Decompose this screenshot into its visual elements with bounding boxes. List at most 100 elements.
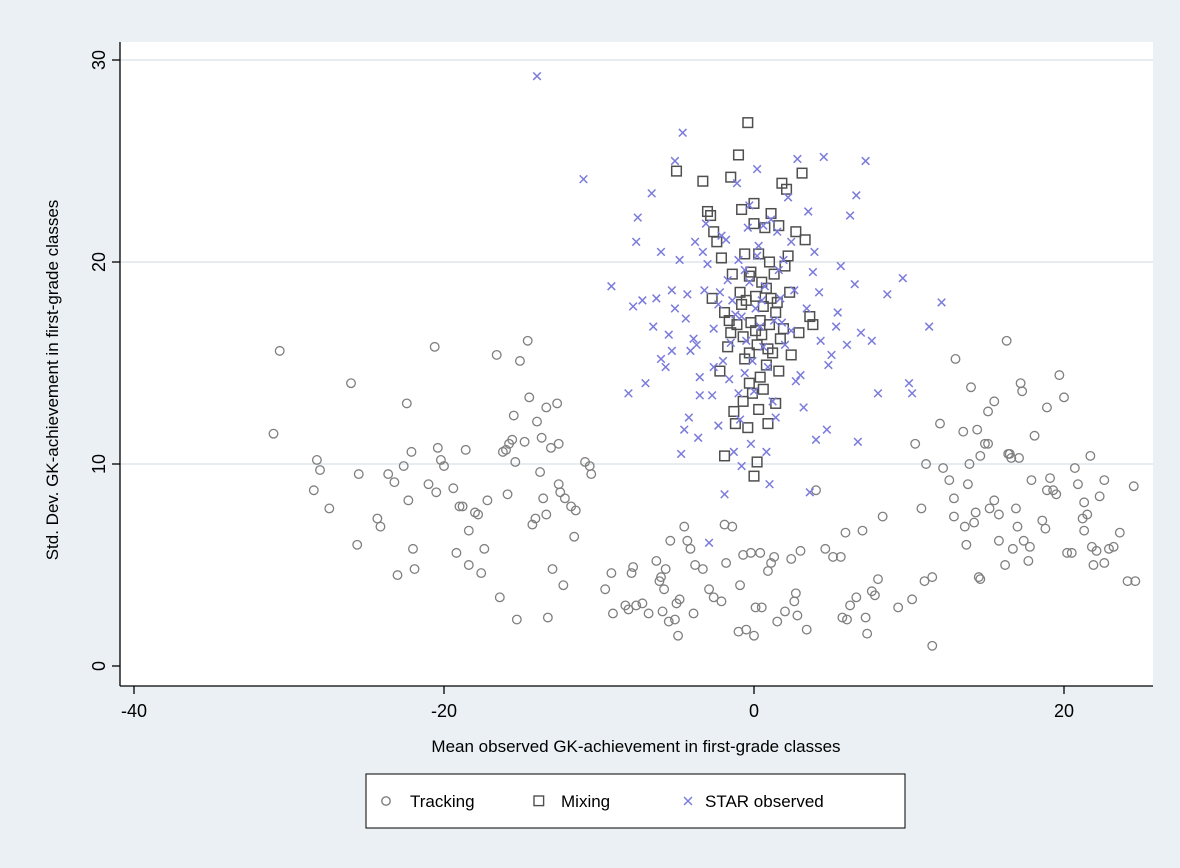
point-tracking <box>352 539 363 550</box>
point-tracking <box>786 553 797 564</box>
x-tick-label: 0 <box>749 701 759 721</box>
point-tracking <box>750 602 761 613</box>
legend-star-marker <box>683 796 693 806</box>
point-mixing <box>736 203 748 216</box>
point-star-observed <box>727 296 737 305</box>
point-tracking <box>1072 479 1083 490</box>
point-tracking <box>697 564 708 574</box>
point-tracking <box>927 640 938 651</box>
point-star-observed <box>765 479 774 489</box>
point-tracking <box>980 438 990 449</box>
point-tracking <box>501 444 511 455</box>
point-tracking <box>541 509 552 520</box>
point-tracking <box>497 446 508 457</box>
point-tracking <box>324 503 335 514</box>
point-tracking <box>482 495 493 506</box>
point-star-observed <box>692 340 701 350</box>
point-star-observed <box>675 255 684 265</box>
point-star-observed <box>904 378 914 388</box>
point-tracking <box>463 525 474 536</box>
point-star-observed <box>726 338 736 348</box>
point-star-observed <box>709 324 719 333</box>
point-mixing <box>785 349 797 361</box>
point-tracking <box>515 356 525 366</box>
point-tracking <box>907 594 918 605</box>
point-tracking <box>735 580 746 591</box>
point-star-observed <box>656 354 666 364</box>
point-tracking <box>769 551 780 562</box>
point-star-observed <box>717 231 726 241</box>
point-tracking <box>935 418 945 429</box>
point-tracking <box>772 616 783 627</box>
point-mixing <box>746 387 759 399</box>
point-tracking <box>659 584 670 595</box>
point-tracking <box>346 378 356 389</box>
point-tracking <box>1012 521 1023 532</box>
point-star-observed <box>681 314 691 323</box>
point-star-observed <box>748 356 757 366</box>
point-tracking <box>353 469 364 480</box>
point-tracking <box>519 436 530 447</box>
point-tracking <box>553 438 564 449</box>
point-star-observed <box>679 425 689 434</box>
x-axis-ticks: -40 -20 0 20 <box>121 686 1074 721</box>
point-tracking <box>665 535 676 546</box>
point-star-observed <box>735 415 745 424</box>
point-star-observed <box>714 421 723 430</box>
point-mixing <box>743 270 755 282</box>
point-tracking <box>457 501 468 512</box>
point-star-observed <box>786 326 796 336</box>
point-tracking <box>502 489 513 500</box>
point-tracking <box>524 392 535 403</box>
point-tracking <box>685 543 696 554</box>
y-tick-label: 0 <box>89 661 109 671</box>
point-tracking <box>532 416 542 427</box>
point-star-observed <box>755 322 765 331</box>
point-star-observed <box>772 227 782 237</box>
point-tracking <box>727 521 738 532</box>
point-star-observed <box>786 237 796 247</box>
point-tracking <box>643 608 654 619</box>
point-star-observed <box>758 221 768 230</box>
point-tracking <box>511 614 522 625</box>
point-star-observed <box>760 281 770 291</box>
point-tracking <box>962 479 973 490</box>
point-star-observed <box>652 294 661 303</box>
point-star-observed <box>851 191 861 200</box>
point-tracking <box>569 531 580 542</box>
point-tracking <box>842 614 852 625</box>
point-tracking <box>308 485 319 496</box>
point-star-observed <box>707 390 717 400</box>
point-tracking <box>1091 545 1102 556</box>
point-mixing <box>756 329 768 341</box>
point-star-observed <box>700 285 709 295</box>
point-tracking <box>476 568 487 579</box>
point-tracking <box>845 600 856 611</box>
point-mixing <box>765 207 777 220</box>
point-tracking <box>510 457 521 467</box>
point-tracking <box>969 517 980 528</box>
point-star-observed <box>749 386 759 396</box>
point-star-observed <box>819 152 829 162</box>
point-tracking <box>708 592 719 603</box>
point-tracking <box>1079 525 1090 536</box>
point-tracking <box>463 560 474 570</box>
point-mixing <box>734 286 746 298</box>
point-star-observed <box>731 310 740 319</box>
point-tracking <box>975 574 986 585</box>
point-tracking <box>1018 535 1029 546</box>
point-star-observed <box>689 334 698 344</box>
point-star-observed <box>853 437 863 447</box>
point-tracking <box>403 495 414 506</box>
point-tracking <box>311 455 322 465</box>
point-star-observed <box>667 346 677 356</box>
point-tracking <box>966 382 976 393</box>
point-tracking <box>973 572 984 583</box>
point-mixing <box>715 252 728 264</box>
point-tracking <box>547 564 558 574</box>
point-tracking <box>1054 370 1065 381</box>
point-star-observed <box>638 296 647 305</box>
point-mixing <box>796 167 808 179</box>
point-star-observed <box>789 285 799 295</box>
